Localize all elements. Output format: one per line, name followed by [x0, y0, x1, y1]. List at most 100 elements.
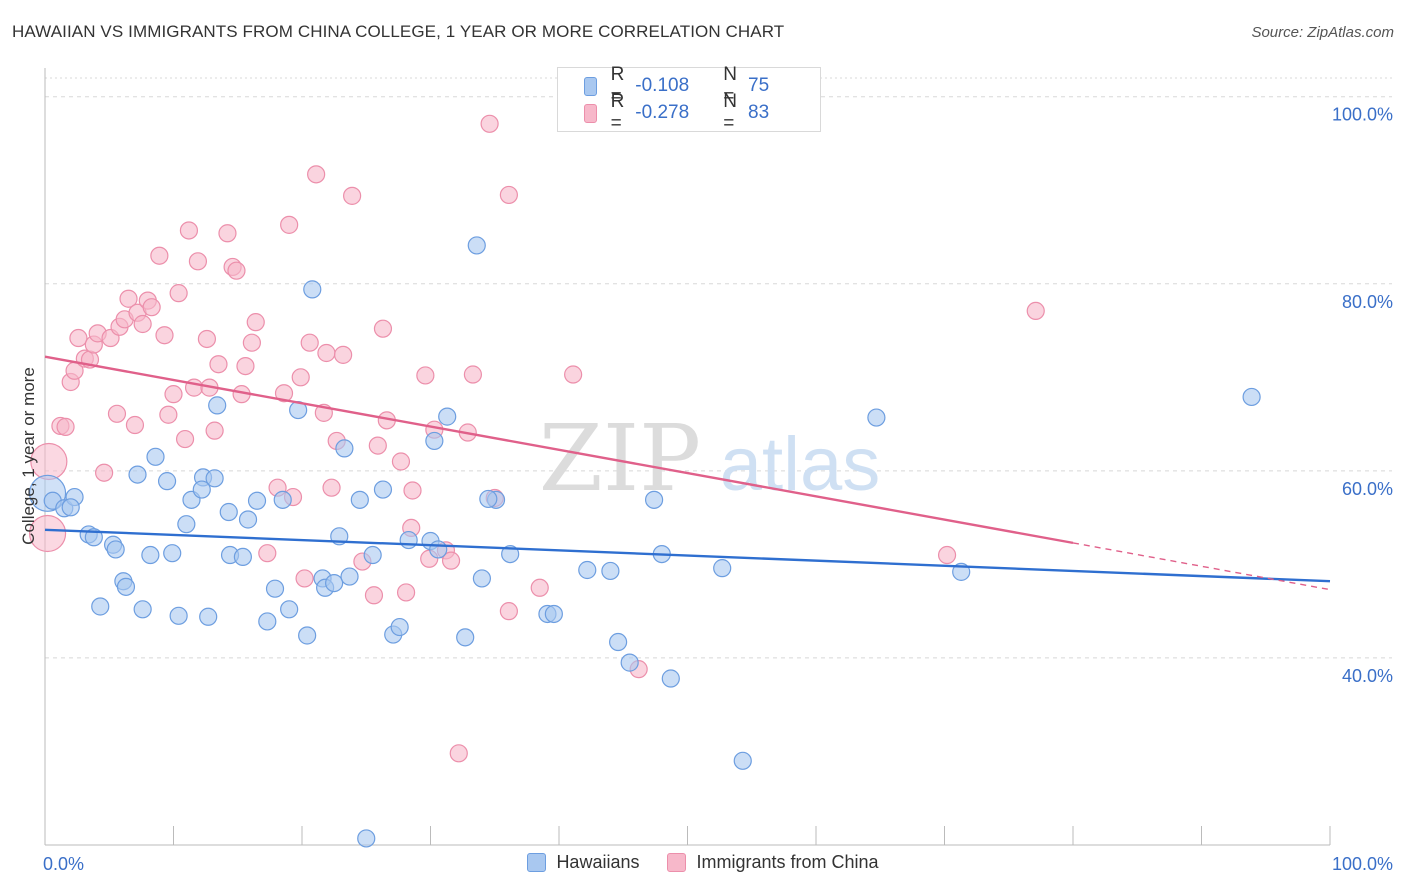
legend-row-hawaiians: R = -0.108 N = 75	[584, 64, 820, 107]
source-label: Source: ZipAtlas.com	[1251, 24, 1394, 41]
hawaiian-point	[429, 540, 448, 559]
grid-lines	[45, 77, 1392, 659]
china-point	[179, 221, 199, 240]
n-value: 83	[748, 102, 770, 123]
hawaiian-point	[601, 561, 620, 581]
china-point	[150, 246, 169, 265]
hawaiian-point	[192, 480, 211, 499]
hawaiian-point	[472, 569, 491, 588]
legend-item-hawaiians[interactable]: Hawaiians	[527, 852, 639, 873]
china-point	[69, 328, 88, 348]
china-point	[937, 545, 957, 565]
hawaiians-trend-line	[44, 528, 1331, 583]
china-point	[368, 436, 387, 455]
n-label: N =	[723, 64, 738, 107]
hawaiian-point	[128, 465, 147, 484]
tick-labels: 40.0% 60.0% 80.0% 100.0% 0.0% 100.0%	[43, 105, 1393, 874]
legend-swatch-china	[667, 853, 687, 872]
watermark-zip: ZIP	[539, 405, 701, 512]
hawaiian-point	[141, 545, 160, 565]
hawaiian-point	[265, 579, 285, 598]
r-label: R =	[610, 64, 625, 107]
hawaiian-point	[106, 540, 125, 559]
hawaiian-point	[177, 515, 196, 534]
legend-label-hawaiians: Hawaiians	[556, 852, 640, 872]
china-point	[416, 366, 435, 385]
hawaiian-point	[340, 567, 359, 586]
hawaiian-point	[713, 559, 732, 578]
hawaiian-point	[146, 447, 165, 466]
hawaiian-point	[467, 236, 486, 255]
hawaiian-point	[456, 628, 475, 647]
china-point	[125, 415, 145, 435]
hawaiian-point	[133, 600, 152, 619]
hawaiian-point	[233, 547, 252, 567]
legend-series: Hawaiians Immigrants from China	[0, 852, 1406, 873]
y-tick-label: 40.0%	[1342, 666, 1393, 686]
legend-swatch-hawaiians	[584, 76, 597, 96]
china-point	[403, 481, 422, 500]
hawaiian-point	[373, 480, 393, 499]
china-point	[28, 514, 67, 553]
china-point	[246, 313, 265, 332]
hawaiian-point	[91, 597, 110, 616]
hawaiian-point	[335, 439, 354, 458]
hawaiian-point	[1242, 387, 1261, 407]
china-point	[499, 185, 518, 205]
china-point	[334, 345, 353, 364]
hawaiian-point	[157, 472, 177, 491]
china-point	[155, 326, 174, 345]
y-axis-label: College, 1 year or more	[19, 367, 38, 545]
china-point	[441, 551, 461, 570]
n-label: N =	[723, 91, 738, 134]
hawaiian-point	[163, 544, 182, 563]
hawaiian-point	[620, 653, 639, 672]
legend-item-china[interactable]: Immigrants from China	[667, 852, 879, 873]
china-trend-line	[44, 355, 1074, 545]
hawaiian-point	[390, 617, 409, 637]
hawaiian-point	[208, 396, 227, 415]
china-point	[95, 463, 114, 482]
china-point	[1026, 301, 1045, 321]
hawaiian-point	[205, 469, 224, 488]
x-tick-label-max: 100.0%	[1332, 854, 1393, 874]
watermark: ZIP atlas	[539, 405, 880, 512]
hawaiian-point	[544, 604, 563, 624]
series-hawaiians-points	[28, 236, 1261, 848]
r-value: -0.278	[635, 102, 690, 123]
chart-title: HAWAIIAN VS IMMIGRANTS FROM CHINA COLLEG…	[12, 22, 785, 41]
legend-row-china: R = -0.278 N = 83	[584, 91, 820, 134]
hawaiian-point	[578, 560, 597, 580]
china-point	[175, 429, 195, 449]
china-point	[107, 404, 127, 423]
china-point	[463, 365, 483, 384]
r-value: -0.108	[635, 75, 690, 96]
china-point	[322, 478, 341, 497]
china-point	[291, 368, 310, 387]
china-point	[236, 356, 255, 376]
china-point	[373, 319, 393, 338]
hawaiian-point	[644, 490, 664, 509]
legend-swatch-hawaiians	[527, 853, 547, 872]
hawaiian-point	[280, 600, 299, 619]
hawaiian-point	[425, 431, 444, 451]
hawaiian-point	[273, 490, 292, 509]
china-point	[343, 186, 362, 205]
y-tick-label: 60.0%	[1342, 479, 1393, 499]
china-point	[197, 329, 217, 349]
china-point	[307, 165, 326, 184]
y-tick-label: 100.0%	[1332, 105, 1393, 125]
hawaiian-point	[303, 280, 322, 299]
china-point	[396, 583, 416, 602]
hawaiian-point	[733, 751, 752, 770]
hawaiian-point	[501, 545, 520, 564]
china-point	[280, 215, 299, 234]
china-point	[274, 384, 294, 403]
hawaiian-point	[867, 408, 886, 427]
china-point	[480, 114, 499, 133]
series-china-points	[28, 114, 1045, 763]
legend-label-china: Immigrants from China	[696, 852, 879, 872]
china-point	[258, 544, 277, 563]
china-point	[242, 333, 261, 352]
